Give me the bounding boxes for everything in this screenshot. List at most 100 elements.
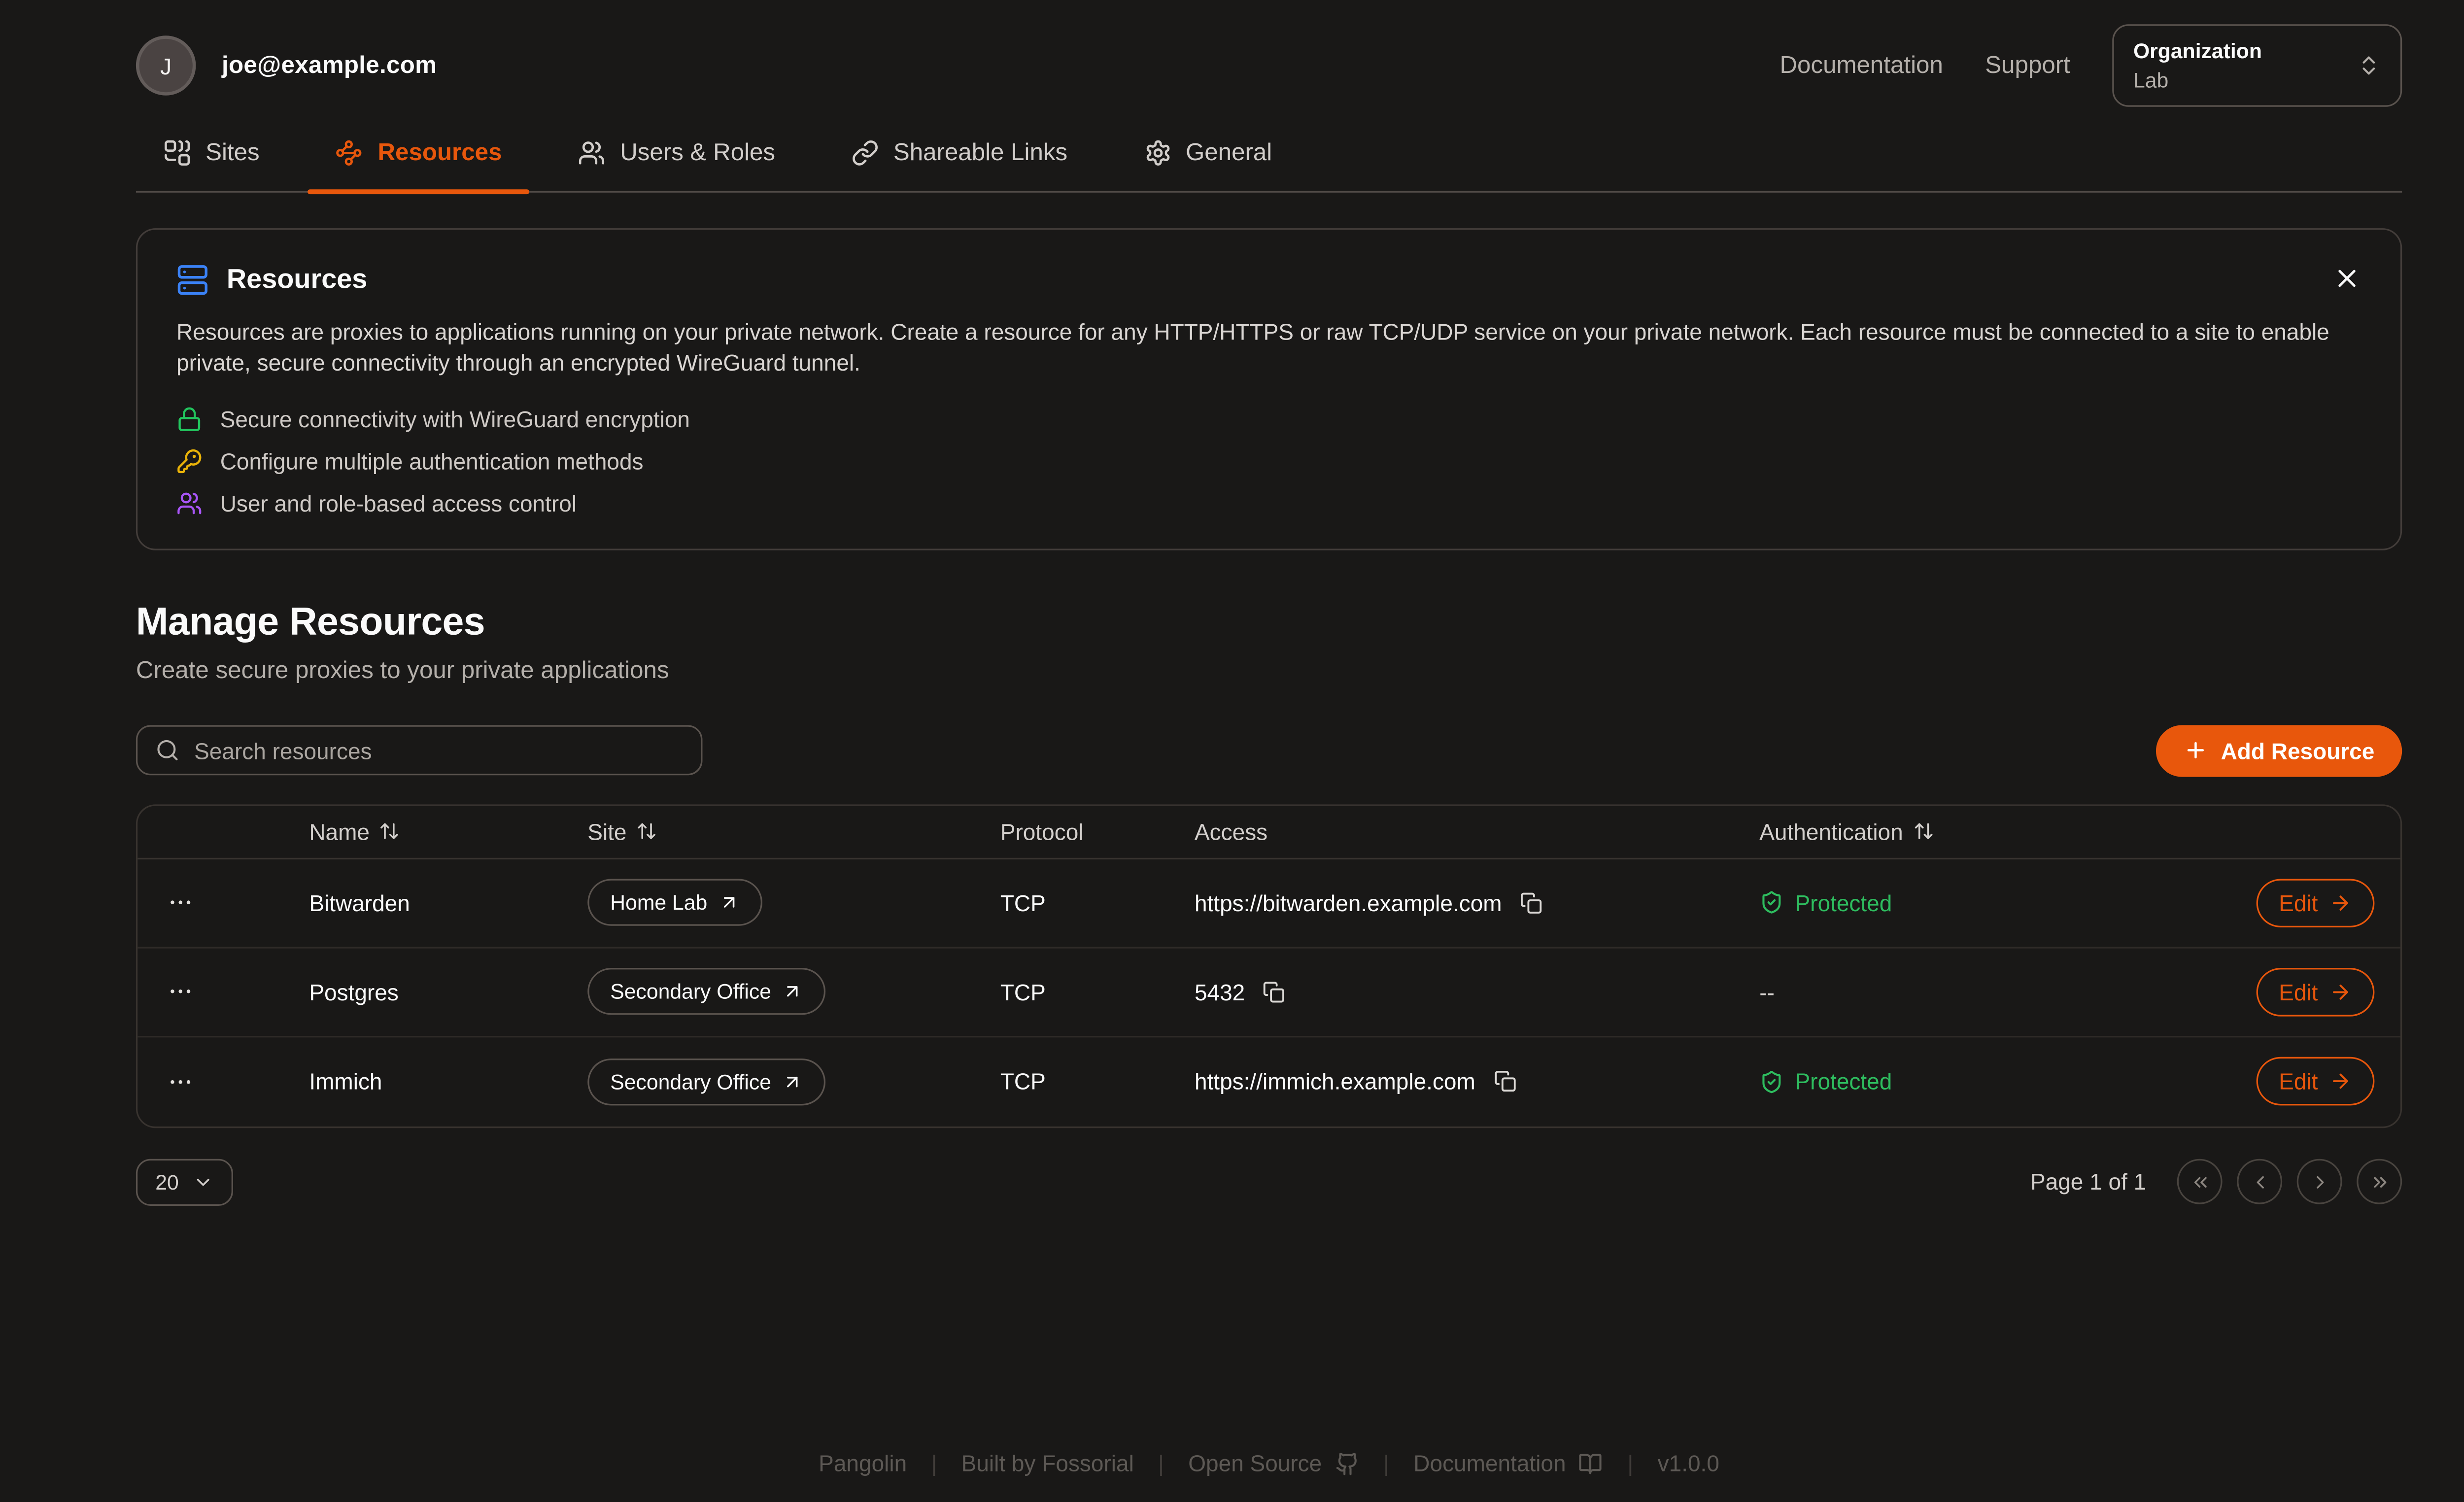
row-menu-button[interactable]	[164, 975, 209, 1009]
footer-open-source-link[interactable]: Open Source	[1188, 1450, 1359, 1476]
column-header-name[interactable]: Name	[309, 819, 587, 845]
footer-documentation-link[interactable]: Documentation	[1413, 1450, 1603, 1476]
pager-controls: Page 1 of 1	[2030, 1159, 2402, 1205]
ellipsis-icon	[171, 990, 191, 994]
org-picker-texts: Organization Lab	[2133, 37, 2262, 94]
page-size-value: 20	[155, 1170, 179, 1195]
footer-separator: |	[1158, 1450, 1164, 1476]
add-resource-button[interactable]: Add Resource	[2156, 725, 2402, 777]
page-size-select[interactable]: 20	[136, 1159, 234, 1206]
last-page-button[interactable]	[2357, 1159, 2402, 1205]
tab-resources[interactable]: Resources	[308, 120, 529, 195]
link-icon	[852, 140, 878, 166]
footer-version: v1.0.0	[1657, 1450, 1719, 1476]
table-row: Postgres Secondary Office TCP 5432 --	[137, 948, 2400, 1037]
access-url: https://bitwarden.example.com	[1194, 890, 1502, 916]
search-icon	[157, 741, 178, 761]
tab-sites[interactable]: Sites	[136, 120, 287, 191]
column-header-site[interactable]: Site	[587, 819, 1000, 845]
ellipsis-icon	[171, 1080, 191, 1084]
arrow-right-icon	[2333, 984, 2348, 1000]
copy-button[interactable]	[1492, 1069, 1518, 1095]
edit-button[interactable]: Edit	[2256, 879, 2375, 927]
edit-label: Edit	[2279, 979, 2318, 1005]
footer-built-by: Built by Fossorial	[961, 1450, 1134, 1476]
auth-status: Protected	[1759, 1069, 2225, 1095]
site-name: Secondary Office	[610, 980, 772, 1004]
site-link-button[interactable]: Secondary Office	[587, 968, 826, 1016]
footer-separator: |	[1383, 1450, 1390, 1476]
copy-button[interactable]	[1518, 890, 1544, 916]
tab-shareable-links[interactable]: Shareable Links	[824, 120, 1095, 191]
page-title: Manage Resources	[136, 600, 485, 644]
avatar[interactable]: J	[136, 35, 196, 96]
resources-info-card: Resources Resources are proxies to appli…	[136, 228, 2402, 550]
nav-documentation[interactable]: Documentation	[1780, 52, 1943, 80]
shield-check-icon	[1762, 1070, 1781, 1093]
chevrons-left-icon	[2193, 1177, 2206, 1188]
auth-status: Protected	[1759, 890, 2225, 916]
table-header-row: Name Site Protocol Access Authentication	[137, 806, 2400, 859]
info-card-title: Resources	[226, 264, 368, 295]
resource-name: Immich	[309, 1069, 382, 1095]
column-header-authentication[interactable]: Authentication	[1759, 819, 2225, 845]
tab-bar: Sites Resources Users & Roles Shareable …	[136, 120, 2402, 195]
edit-button[interactable]: Edit	[2256, 967, 2375, 1017]
chevrons-right-icon	[2373, 1177, 2386, 1188]
access-url: https://immich.example.com	[1194, 1069, 1475, 1095]
sites-icon	[165, 140, 190, 166]
resource-protocol: TCP	[1000, 979, 1046, 1005]
table-body: Bitwarden Home Lab TCP https://bitwarden…	[137, 859, 2400, 1126]
search-input[interactable]	[194, 738, 684, 764]
resource-access: https://bitwarden.example.com	[1195, 890, 1759, 916]
search-box	[136, 725, 703, 776]
nav-support[interactable]: Support	[1985, 52, 2070, 80]
chevron-down-icon	[198, 1178, 210, 1186]
footer-brand: Pangolin	[819, 1450, 907, 1476]
main-content: Resources Resources are proxies to appli…	[0, 193, 2464, 1428]
user-info: J joe@example.com	[136, 35, 437, 96]
tab-label: Sites	[205, 139, 260, 167]
footer-separator: |	[931, 1450, 937, 1476]
tab-general[interactable]: General	[1116, 120, 1300, 191]
row-menu-button[interactable]	[164, 1065, 209, 1099]
org-picker-value: Lab	[2133, 67, 2169, 92]
close-info-card-button[interactable]	[2326, 258, 2368, 300]
sort-icon	[1914, 823, 1932, 840]
avatar-initial: J	[160, 52, 172, 79]
edit-button[interactable]: Edit	[2256, 1058, 2375, 1106]
shield-check-icon	[1762, 891, 1781, 914]
copy-button[interactable]	[1261, 979, 1287, 1005]
row-menu-button[interactable]	[164, 886, 209, 920]
org-picker-label: Organization	[2133, 38, 2262, 64]
site-link-button[interactable]: Home Lab	[587, 879, 762, 926]
site-link-button[interactable]: Secondary Office	[587, 1058, 826, 1105]
previous-page-button[interactable]	[2237, 1159, 2283, 1205]
tab-users-roles[interactable]: Users & Roles	[550, 120, 803, 191]
next-page-button[interactable]	[2296, 1159, 2342, 1205]
tab-label: General	[1185, 139, 1272, 167]
edit-label: Edit	[2279, 890, 2318, 916]
sort-icon	[638, 823, 656, 840]
toolbar: Add Resource	[136, 725, 2402, 777]
resources-icon	[337, 140, 362, 166]
resource-protocol: TCP	[1000, 890, 1046, 916]
arrow-up-right-icon	[723, 897, 735, 909]
tab-label: Resources	[377, 139, 502, 167]
users-icon	[177, 492, 202, 514]
arrow-up-right-icon	[787, 987, 799, 997]
users-icon	[579, 141, 605, 165]
access-port: 5432	[1194, 979, 1245, 1005]
feature-item: Secure connectivity with WireGuard encry…	[176, 406, 2361, 432]
user-email: joe@example.com	[221, 52, 437, 80]
org-picker[interactable]: Organization Lab	[2112, 24, 2402, 107]
lock-icon	[178, 407, 201, 431]
arrow-right-icon	[2333, 1074, 2348, 1090]
pagination: 20 Page 1 of 1	[136, 1159, 2402, 1206]
tab-label: Users & Roles	[620, 139, 776, 167]
resource-name: Bitwarden	[309, 890, 410, 916]
copy-icon	[1494, 1071, 1515, 1092]
site-name: Secondary Office	[610, 1069, 772, 1094]
first-page-button[interactable]	[2177, 1159, 2223, 1205]
